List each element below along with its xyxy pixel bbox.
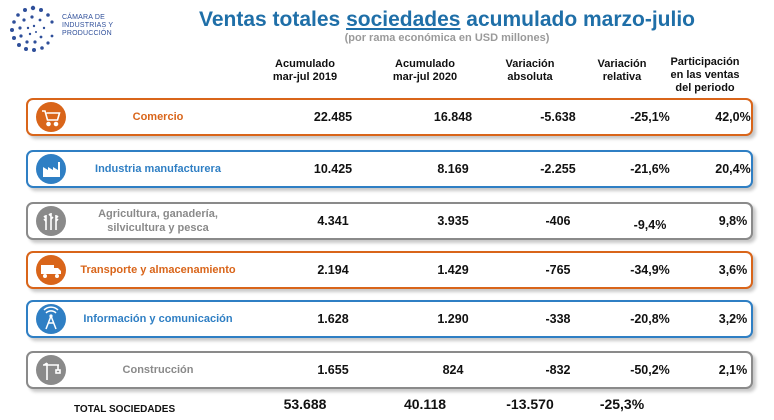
header-line: Variación [597, 58, 647, 70]
cell-var-rel: -21,6% [630, 162, 670, 176]
cell-var-abs: -338 [545, 312, 571, 326]
logo: CÁMARA DE INDUSTRIAS Y PRODUCCIÓN [6, 4, 126, 54]
table-row-construccion: Construcción 1.655 824 -832 -50,2% 2,1% [26, 351, 753, 389]
row-label: Construcción [122, 364, 194, 376]
row-label: Información y comunicación [83, 313, 233, 325]
logo-line: PRODUCCIÓN [62, 30, 112, 37]
cell-acum-2019: 10.425 [313, 162, 353, 176]
total-acum-2020: 40.118 [403, 396, 447, 412]
header-line: Acumulado [395, 58, 455, 70]
header-var-rel: Variación relativa [572, 58, 672, 84]
cell-acum-2020: 3.935 [437, 214, 469, 228]
total-var-abs: -13.570 [506, 396, 554, 412]
cell-acum-2019: 1.628 [317, 312, 349, 326]
cell-acum-2020: 16.848 [433, 110, 473, 124]
header-line: relativa [602, 71, 642, 83]
cell-participacion: 20,4% [715, 162, 751, 176]
row-label: Agricultura, ganadería, silvicultura y p… [98, 208, 218, 234]
header-line: Variación [505, 58, 555, 70]
row-label: Transporte y almacenamiento [80, 264, 236, 276]
cell-acum-2019: 2.194 [317, 263, 349, 277]
wheat-icon [36, 206, 66, 236]
header-line: Participación [670, 56, 740, 68]
cell-participacion: 9,8% [718, 214, 748, 228]
row-label: Industria manufacturera [95, 163, 221, 175]
header-line: Acumulado [275, 58, 335, 70]
antenna-icon [36, 304, 66, 334]
page-title: Ventas totales sociedades acumulado marz… [120, 8, 774, 32]
header-line: del periodo [675, 82, 735, 94]
logo-dots-icon [10, 5, 54, 52]
title-underlined: sociedades [346, 8, 461, 31]
cell-acum-2020: 824 [442, 363, 464, 377]
cell-var-abs: -5.638 [540, 110, 576, 124]
header-acum-2019: Acumulado mar-jul 2019 [255, 58, 355, 84]
cell-acum-2020: 1.290 [437, 312, 469, 326]
cart-icon [36, 102, 66, 132]
logo-line: INDUSTRIAS Y [62, 22, 114, 29]
total-var-rel: -25,3% [599, 396, 645, 412]
title-part: Ventas totales [199, 8, 347, 31]
table-row-transporte: Transporte y almacenamiento 2.194 1.429 … [26, 251, 753, 289]
cell-acum-2020: 8.169 [437, 162, 469, 176]
total-label: TOTAL SOCIEDADES [74, 404, 176, 415]
cell-acum-2019: 1.655 [317, 363, 349, 377]
cell-acum-2019: 4.341 [317, 214, 349, 228]
header-var-abs: Variación absoluta [480, 58, 580, 84]
cell-var-rel: -9,4% [633, 218, 667, 232]
table-row-agricultura: Agricultura, ganadería, silvicultura y p… [26, 202, 753, 240]
logo-line: CÁMARA DE [62, 14, 106, 21]
cell-var-abs: -406 [545, 214, 571, 228]
header-line: mar-jul 2019 [272, 71, 338, 83]
cell-var-rel: -20,8% [630, 312, 670, 326]
cell-participacion: 42,0% [715, 110, 751, 124]
cell-var-abs: -2.255 [540, 162, 576, 176]
row-label: Comercio [132, 111, 184, 123]
cell-var-rel: -34,9% [630, 263, 670, 277]
header-line: absoluta [507, 71, 553, 83]
cell-acum-2019: 22.485 [313, 110, 353, 124]
title-part: acumulado marzo-julio [460, 8, 695, 31]
header-line: en las ventas [670, 69, 740, 81]
page-subtitle: (por rama económica en USD millones) [344, 32, 550, 44]
header-line: mar-jul 2020 [392, 71, 458, 83]
cell-var-abs: -832 [545, 363, 571, 377]
crane-icon [36, 355, 66, 385]
truck-icon [36, 255, 66, 285]
cell-participacion: 3,6% [718, 263, 748, 277]
cell-participacion: 3,2% [718, 312, 748, 326]
header-participacion: Participación en las ventas del periodo [650, 56, 760, 95]
header-acum-2020: Acumulado mar-jul 2020 [375, 58, 475, 84]
cell-var-rel: -25,1% [630, 110, 670, 124]
table-row-industria: Industria manufacturera 10.425 8.169 -2.… [26, 150, 753, 188]
cell-var-rel: -50,2% [630, 363, 670, 377]
cell-participacion: 2,1% [718, 363, 748, 377]
factory-icon [36, 154, 66, 184]
total-acum-2019: 53.688 [283, 396, 327, 412]
table-row-informacion: Información y comunicación 1.628 1.290 -… [26, 300, 753, 338]
cell-acum-2020: 1.429 [437, 263, 469, 277]
logo-text: CÁMARA DE INDUSTRIAS Y PRODUCCIÓN [62, 14, 126, 38]
table-row-comercio: Comercio 22.485 16.848 -5.638 -25,1% 42,… [26, 98, 753, 136]
cell-var-abs: -765 [545, 263, 571, 277]
